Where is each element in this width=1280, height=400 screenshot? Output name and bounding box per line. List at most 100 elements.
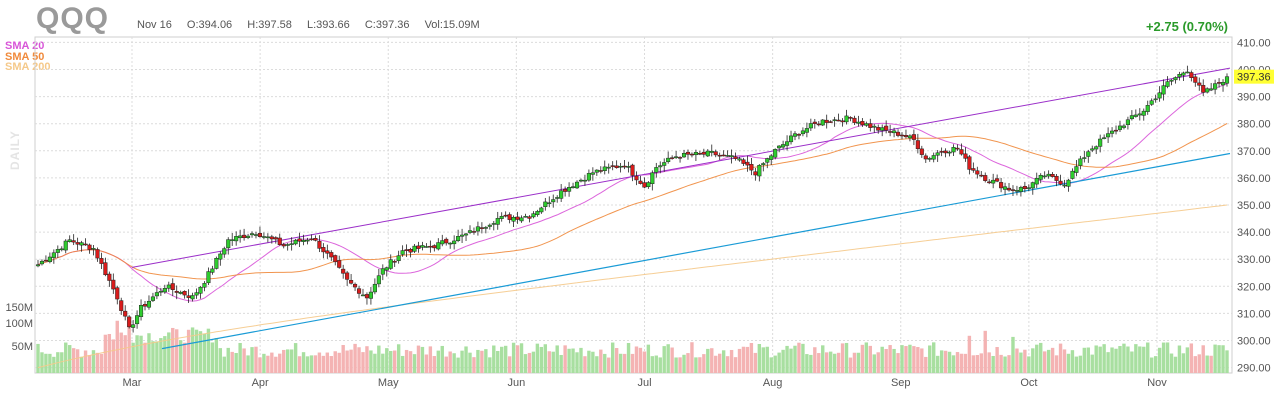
candle-body	[1090, 148, 1095, 151]
candle-body	[832, 119, 837, 121]
volume-bar	[289, 349, 294, 373]
candle-body	[999, 182, 1004, 189]
candle-body	[47, 256, 52, 263]
volume-bar	[79, 356, 84, 373]
y-tick-label: 310.00	[1237, 308, 1271, 320]
candle-body	[539, 207, 544, 213]
volume-bar	[1066, 353, 1071, 373]
candle-body	[1217, 82, 1222, 84]
candle-body	[646, 182, 651, 187]
y-tick-label: 380.00	[1237, 119, 1271, 131]
volume-bar	[218, 348, 223, 373]
x-tick-label: Sep	[891, 377, 911, 389]
volume-bar	[1225, 350, 1229, 373]
volume-bar	[872, 354, 876, 373]
candle-body	[471, 231, 477, 233]
candle-body	[745, 161, 750, 166]
volume-bar	[412, 354, 417, 373]
volume-bar	[698, 357, 702, 373]
candle-body	[1125, 119, 1130, 125]
volume-bar	[385, 348, 389, 373]
candle-body	[39, 260, 45, 265]
volume-bar	[607, 357, 611, 373]
candle-body	[1050, 174, 1055, 177]
volume-bar	[595, 356, 599, 373]
candle-body	[836, 119, 841, 122]
volume-bar	[115, 320, 119, 373]
volume-bar	[935, 355, 940, 373]
candle-body	[705, 150, 710, 157]
y-tick-label: 390.00	[1237, 92, 1271, 104]
candle-body	[1153, 98, 1158, 101]
volume-bar	[1173, 356, 1178, 373]
candle-body	[1082, 157, 1087, 159]
volume-bar	[896, 353, 900, 373]
candle-body	[1042, 175, 1047, 178]
volume-bar	[757, 344, 762, 373]
volume-bar	[904, 346, 908, 373]
y-tick-label: 320.00	[1237, 281, 1271, 293]
volume-bar	[396, 344, 401, 373]
volume-bar	[309, 355, 314, 373]
volume-bar	[71, 348, 76, 373]
volume-bar	[825, 352, 829, 373]
candle-body	[678, 157, 683, 159]
volume-bar	[448, 351, 452, 373]
volume-bar	[714, 355, 718, 373]
volume-bar	[884, 348, 888, 373]
candle-body	[590, 172, 595, 175]
volume-bar	[107, 333, 112, 373]
candle-body	[1066, 179, 1071, 187]
candle-body	[503, 214, 508, 217]
volume-bar	[285, 349, 290, 373]
candle-body	[123, 310, 128, 317]
volume-bar	[947, 351, 952, 373]
volume-bar	[503, 345, 508, 373]
candle-body	[1094, 146, 1099, 150]
candle-body	[1137, 113, 1142, 116]
quote-bar: Nov 16 O:394.06 H:397.58 L:393.66 C:397.…	[137, 19, 492, 31]
candle-body	[226, 239, 231, 249]
candle-body	[606, 166, 611, 169]
candle-body	[444, 238, 449, 244]
candle-body	[788, 135, 794, 143]
candle-body	[178, 291, 183, 294]
volume-bar	[404, 349, 409, 373]
volume-bar	[202, 333, 207, 373]
volume-bar	[472, 357, 476, 373]
candle-body	[83, 243, 88, 246]
volume-bar	[987, 352, 991, 373]
candle-body	[765, 158, 770, 163]
candle-body	[420, 245, 425, 248]
volume-bar	[282, 349, 286, 373]
quote-volume: Vol:15.09M	[424, 19, 480, 31]
volume-bar	[1169, 353, 1174, 373]
candle-body	[142, 304, 148, 307]
candle-body	[511, 216, 516, 222]
candle-body	[721, 154, 726, 157]
volume-bar	[1003, 356, 1007, 373]
volume-bar	[1098, 346, 1102, 373]
candle-body	[1189, 72, 1194, 78]
volume-bar	[317, 352, 322, 373]
candle-body	[757, 165, 762, 177]
volume-bar	[682, 354, 686, 373]
volume-bar	[967, 335, 972, 373]
candle-body	[1018, 187, 1023, 192]
candle-body	[586, 173, 591, 181]
x-tick-label: Jun	[508, 377, 526, 389]
candle-body	[1086, 151, 1091, 157]
candle-body	[107, 273, 112, 281]
volume-bar	[745, 346, 750, 373]
candle-body	[895, 131, 901, 136]
candle-body	[297, 238, 302, 242]
volume-bar	[971, 355, 976, 373]
volume-bar	[139, 335, 143, 373]
volume-bar	[262, 353, 266, 373]
volume-bar	[468, 352, 472, 373]
candle-body	[911, 134, 916, 140]
candle-body	[840, 120, 845, 123]
volume-bar	[1078, 355, 1083, 373]
volume-bar	[614, 348, 619, 373]
candle-body	[360, 294, 366, 297]
